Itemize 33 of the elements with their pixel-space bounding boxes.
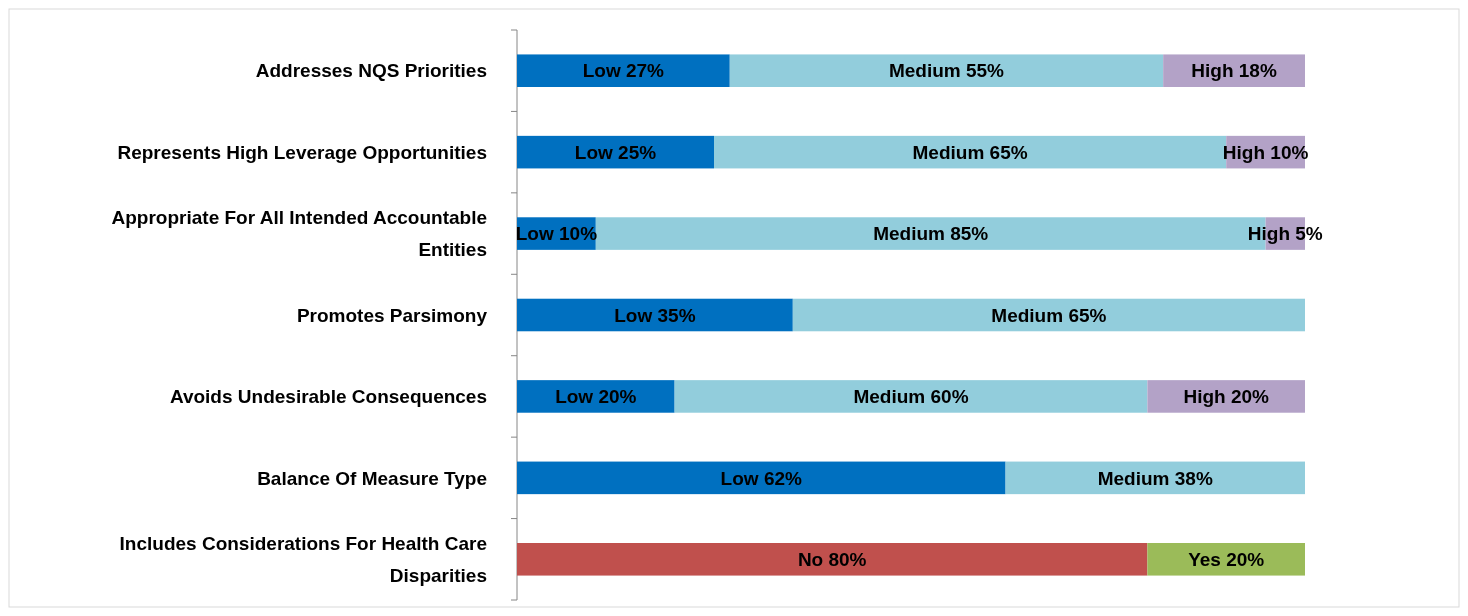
y-tick-label: Promotes Parsimony: [296, 304, 488, 326]
bar: [517, 543, 1148, 576]
bar: [1147, 543, 1305, 576]
bar: [517, 380, 675, 413]
y-tick-label: Addresses NQS Priorities: [255, 60, 487, 82]
bar: [517, 54, 730, 87]
data-label: Low 27%: [582, 60, 665, 82]
bar: [517, 298, 793, 332]
data-label: Yes 20%: [1188, 548, 1265, 570]
data-label: Medium 85%: [873, 223, 989, 245]
data-label: No 80%: [797, 548, 867, 570]
data-label: High 10%: [1222, 141, 1309, 163]
data-label: Medium 65%: [991, 304, 1107, 326]
data-label: High 5%: [1247, 223, 1323, 245]
data-label: High 18%: [1191, 60, 1277, 82]
data-label: Low 62%: [720, 467, 803, 489]
bar: [729, 54, 1164, 87]
bar: [674, 380, 1148, 413]
y-tick-label: Avoids Undesirable Consequences: [169, 386, 487, 408]
bar: [517, 461, 1006, 495]
y-tick-label: Includes Considerations For Health Care Disparities: [119, 532, 487, 586]
data-label: Low 25%: [574, 141, 657, 163]
data-label: Medium 65%: [912, 141, 1028, 163]
y-tick-label: Represents High Leverage Opportunities: [117, 141, 487, 163]
data-label: Low 20%: [555, 386, 637, 408]
bar: [792, 298, 1305, 332]
data-label: Medium 55%: [888, 60, 1005, 82]
y-tick-label: Balance Of Measure Type: [257, 467, 487, 489]
data-label: Medium 60%: [853, 386, 969, 408]
y-tick-label: Appropriate For All Intended Accountable Entities: [111, 207, 487, 261]
data-label: Low 35%: [614, 304, 696, 326]
data-label: Medium 38%: [1097, 467, 1213, 489]
data-label: High 20%: [1183, 386, 1270, 408]
